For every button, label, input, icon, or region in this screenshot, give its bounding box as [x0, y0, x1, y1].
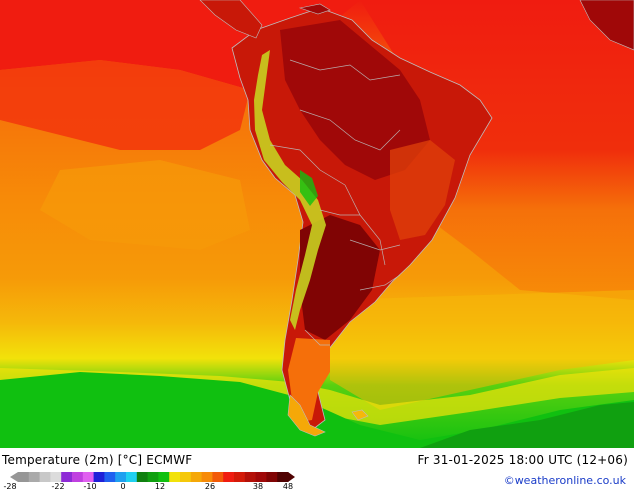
- legend-tick-label: 26: [204, 482, 216, 491]
- pacific-cool-patch: [40, 160, 250, 250]
- legend-tick-label: -10: [83, 482, 97, 491]
- andes-cool-ridge: [254, 50, 326, 330]
- andes-snow: [300, 170, 318, 206]
- legend-swatch: [147, 472, 159, 482]
- chaco-hot-core: [300, 215, 380, 340]
- legend-swatch: [136, 472, 149, 482]
- legend-swatch: [169, 472, 181, 482]
- brazil-highlands-warm: [390, 140, 455, 240]
- tierra-del-fuego: [287, 394, 326, 437]
- amazon-hot-core: [280, 20, 430, 180]
- legend-tick-label: 48: [282, 482, 294, 491]
- legend-swatch: [93, 472, 105, 482]
- legend-swatch: [50, 472, 62, 482]
- legend-swatch: [244, 472, 257, 482]
- legend-tick-label: 38: [252, 482, 264, 491]
- legend-swatch: [223, 472, 235, 482]
- map-title: Temperature (2m) [°C] ECMWF: [2, 453, 193, 467]
- legend-swatch: [266, 472, 278, 482]
- legend-swatch: [61, 472, 73, 482]
- legend-swatch: [201, 472, 213, 482]
- country-borders: [269, 59, 401, 346]
- legend-swatch: [28, 472, 41, 482]
- color-scale-labels: -28 -22 -10 0 12 26 38 48: [0, 483, 300, 491]
- legend-swatch: [234, 472, 246, 482]
- pacific-orange-zone: [0, 60, 250, 150]
- forecast-datetime: Fr 31-01-2025 18:00 UTC (12+06): [417, 453, 628, 467]
- falkland-islands: [351, 409, 369, 421]
- legend-swatch: [190, 472, 203, 482]
- legend-tick-label: 0: [120, 482, 126, 491]
- map-footer: Temperature (2m) [°C] ECMWF Fr 31-01-202…: [0, 448, 634, 491]
- legend-tick-label: 12: [154, 482, 166, 491]
- legend-arrow-left: [10, 472, 18, 482]
- legend-tick-label: -28: [3, 482, 17, 491]
- legend-tick-label: -22: [51, 482, 65, 491]
- south-atlantic-band: [330, 290, 634, 410]
- legend-swatch: [115, 472, 127, 482]
- caribbean-islands: [298, 0, 634, 51]
- legend-swatch: [72, 472, 84, 482]
- legend-arrow-right: [288, 472, 295, 482]
- temperature-map: [0, 0, 634, 448]
- credit-link[interactable]: ©weatheronline.co.uk: [503, 474, 626, 487]
- legend-swatch: [39, 472, 51, 482]
- central-america: [199, 0, 263, 39]
- color-scale-legend: [10, 472, 295, 482]
- legend-swatch: [255, 472, 267, 482]
- patagonia-warm: [288, 338, 330, 422]
- legend-swatch: [82, 472, 95, 482]
- legend-swatch: [277, 472, 289, 482]
- legend-swatch: [104, 472, 116, 482]
- legend-swatch: [180, 472, 192, 482]
- legend-swatch: [212, 472, 224, 482]
- legend-swatch: [126, 472, 138, 482]
- legend-swatch: [158, 472, 170, 482]
- green-band-dark: [420, 402, 634, 448]
- legend-swatch: [18, 472, 30, 482]
